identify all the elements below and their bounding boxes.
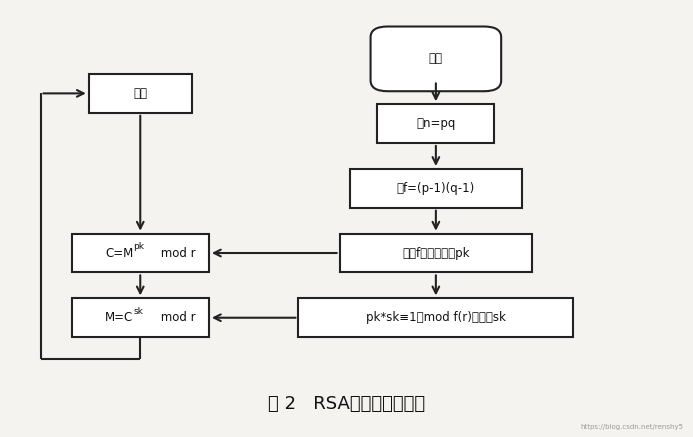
Text: 求f=(p-1)(q-1): 求f=(p-1)(q-1)	[397, 182, 475, 195]
Text: mod r: mod r	[157, 246, 196, 260]
Text: 找与f互素的数为pk: 找与f互素的数为pk	[402, 246, 470, 260]
Text: 明文: 明文	[133, 87, 148, 100]
Bar	[350, 169, 522, 208]
Text: 图 2   RSA算法程序流程图: 图 2 RSA算法程序流程图	[268, 395, 425, 413]
Bar	[299, 298, 573, 337]
Text: mod r: mod r	[157, 311, 196, 324]
Text: sk: sk	[133, 307, 143, 316]
Bar	[71, 298, 209, 337]
Text: pk: pk	[133, 242, 144, 251]
Bar	[378, 104, 494, 143]
Bar	[89, 74, 192, 113]
Text: C=M: C=M	[105, 246, 133, 260]
Bar	[340, 234, 532, 272]
Bar	[71, 234, 209, 272]
Text: 开始: 开始	[429, 52, 443, 66]
Text: 求n=pq: 求n=pq	[416, 117, 455, 130]
Text: https://blog.csdn.net/renshy5: https://blog.csdn.net/renshy5	[580, 424, 683, 430]
FancyBboxPatch shape	[371, 27, 501, 91]
Text: pk*sk≡1（mod f(r)），求sk: pk*sk≡1（mod f(r)），求sk	[366, 311, 506, 324]
Text: M=C: M=C	[105, 311, 133, 324]
